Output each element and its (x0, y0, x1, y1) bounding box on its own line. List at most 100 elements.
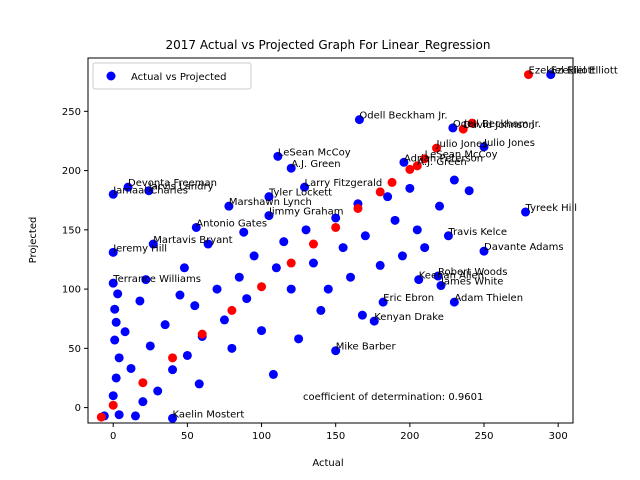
actual-vs-projected-point (114, 410, 124, 420)
actual-vs-projected-point (110, 304, 120, 314)
point-label: Larry Fitzgerald (305, 178, 383, 189)
actual-vs-projected-point (357, 310, 367, 320)
actual-vs-projected-point (433, 271, 443, 281)
point-label: Julio Jones (483, 138, 535, 149)
actual-vs-projected-point (331, 346, 341, 356)
y-tick-label: 100 (62, 285, 81, 296)
point-label: Jamaal Charles (112, 185, 188, 196)
actual-vs-projected-point (405, 183, 415, 193)
actual-vs-projected-point (448, 123, 458, 133)
legend: Actual vs Projected (92, 62, 252, 90)
fit-point (353, 204, 363, 214)
actual-vs-projected-point (521, 207, 531, 217)
actual-vs-projected-point (354, 115, 364, 125)
actual-vs-projected-point (108, 189, 118, 199)
x-tick-label: 100 (252, 431, 271, 442)
point-label: Ezekiel Elliott (551, 66, 618, 77)
point-label: David Johnson (463, 120, 534, 131)
point-label: Antonio Gates (196, 218, 267, 229)
actual-vs-projected-point (111, 373, 121, 383)
actual-vs-projected-point (123, 182, 133, 192)
actual-vs-projected-point (412, 225, 422, 235)
actual-vs-projected-point (191, 222, 201, 232)
fit-point (257, 282, 267, 292)
point-label: Odell Beckham Jr. (359, 111, 447, 122)
fit-point (197, 329, 207, 339)
actual-vs-projected-point (160, 320, 170, 330)
actual-vs-projected-point (194, 379, 204, 389)
point-label: Mike Barber (336, 342, 397, 353)
actual-vs-projected-point (126, 363, 136, 373)
legend-label: Actual vs Projected (131, 72, 227, 83)
actual-vs-projected-point (338, 243, 348, 253)
point-label: Keenan Allen (419, 271, 484, 282)
fit-point (227, 305, 237, 315)
point-label: A.J. Green (417, 157, 466, 168)
fit-point (420, 154, 430, 164)
actual-vs-projected-point (449, 175, 459, 185)
actual-vs-projected-point (145, 341, 155, 351)
point-label: James White (440, 277, 503, 288)
point-label: Tyler Lockett (268, 188, 332, 199)
fit-point (96, 412, 106, 422)
y-tick-label: 250 (62, 107, 81, 118)
actual-vs-projected-point (435, 201, 445, 211)
actual-vs-projected-point (464, 186, 474, 196)
actual-vs-projected-point (286, 284, 296, 294)
actual-vs-projected-point (397, 251, 407, 261)
actual-vs-projected-point (148, 239, 158, 249)
fit-point (524, 70, 534, 80)
fit-point (108, 400, 118, 410)
x-axis: 0 50 100 150 200 250 300 (110, 423, 568, 442)
actual-vs-projected-point (175, 290, 185, 300)
legend-box (92, 62, 252, 90)
actual-vs-projected-point (479, 142, 489, 152)
actual-vs-projected-point (138, 397, 148, 407)
legend-marker (106, 71, 116, 81)
point-labels: Ezekiel Elliott Odell Beckham Jr. Odell Be… (112, 66, 618, 421)
point-label: Davante Adams (484, 242, 564, 253)
actual-vs-projected-point (249, 251, 259, 261)
actual-vs-projected-point (420, 243, 430, 253)
x-tick-label: 250 (474, 431, 493, 442)
actual-vs-projected-point (360, 231, 370, 241)
actual-vs-projected-point (399, 157, 409, 167)
x-tick-label: 200 (400, 431, 419, 442)
actual-vs-projected-point (300, 182, 310, 192)
actual-vs-projected-point (219, 315, 229, 325)
actual-vs-projected-point (301, 225, 311, 235)
actual-vs-projected-point (168, 365, 178, 375)
point-label: Adam Thielen (454, 293, 523, 304)
actual-vs-projected-point (264, 192, 274, 202)
actual-vs-projected-point (111, 317, 121, 327)
actual-vs-projected-point (108, 278, 118, 288)
actual-vs-projected-point (110, 335, 120, 345)
y-tick-label: 200 (62, 166, 81, 177)
actual-vs-projected-point (346, 272, 356, 282)
actual-vs-projected-point (264, 211, 274, 221)
actual-vs-projected-point (436, 281, 446, 291)
actual-vs-projected-point (271, 263, 281, 273)
actual-vs-projected-point (130, 411, 140, 421)
actual-vs-projected-point (227, 343, 237, 353)
point-label: LeSean McCoy (278, 147, 351, 158)
y-axis-label: Projected (28, 217, 39, 264)
point-label: Kaelin Mostert (173, 409, 245, 420)
fit-point (387, 177, 397, 187)
y-tick-label: 150 (62, 225, 81, 236)
fit-point (458, 124, 468, 134)
actual-vs-projected-point (546, 70, 556, 80)
point-label: Travis Kelce (447, 227, 507, 238)
actual-vs-projected-point (144, 186, 154, 196)
fit-point (331, 222, 341, 232)
x-tick-label: 300 (549, 431, 568, 442)
actual-vs-projected-point (308, 258, 318, 268)
actual-vs-projected-point (383, 192, 393, 202)
point-label: Jeremy Hill (112, 243, 167, 254)
actual-vs-projected-point (190, 301, 200, 311)
r2-annotation: coefficient of determination: 0.9601 (303, 392, 483, 403)
actual-vs-projected-point (443, 231, 453, 241)
chart-title: 2017 Actual vs Projected Graph For Linea… (166, 38, 491, 52)
point-label: Jimmy Graham (268, 207, 344, 218)
